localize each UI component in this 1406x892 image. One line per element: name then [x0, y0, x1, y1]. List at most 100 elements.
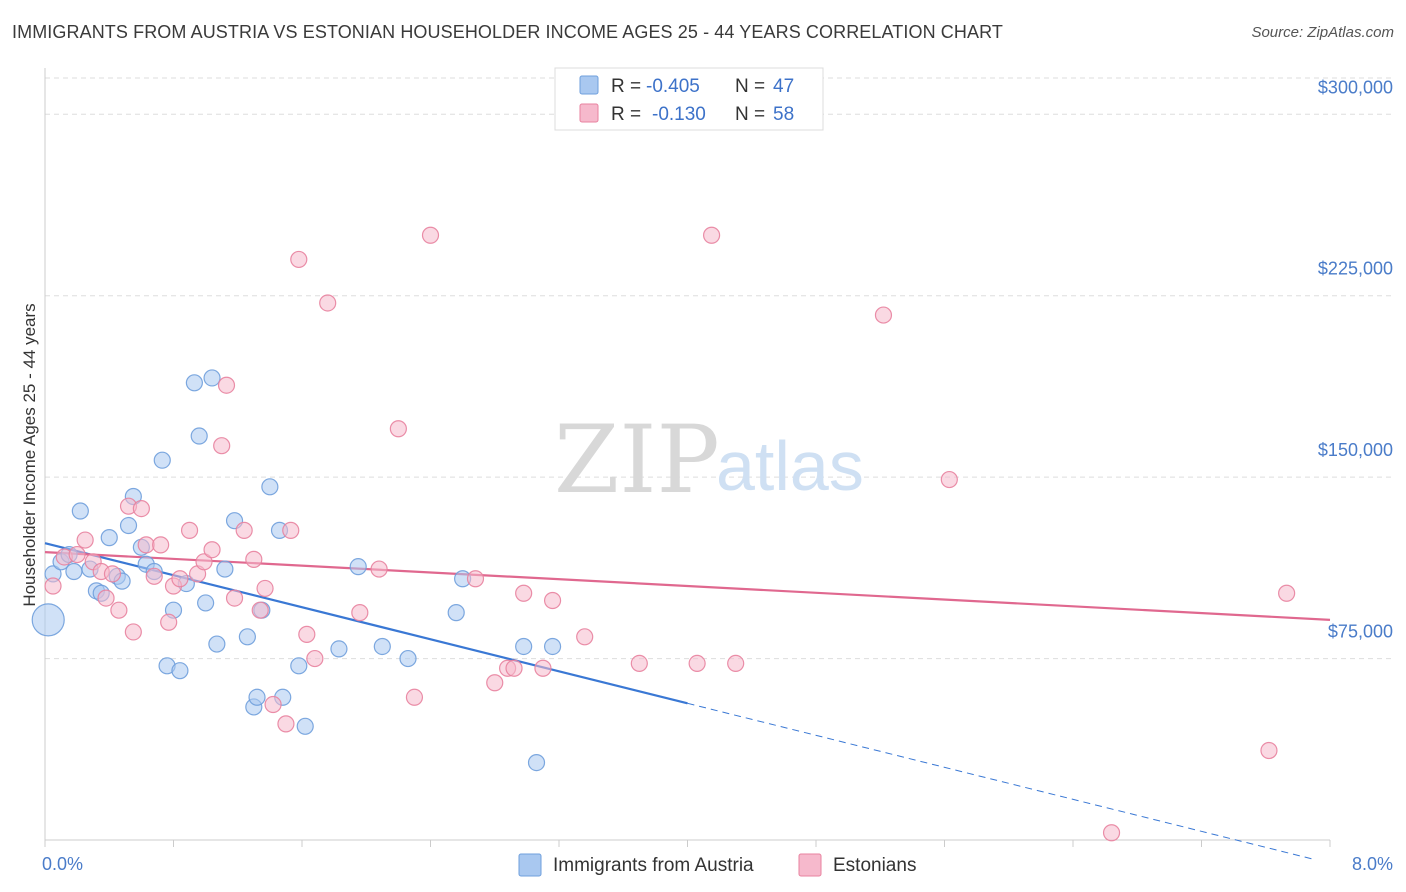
data-point	[235, 521, 253, 539]
data-point	[373, 637, 391, 656]
data-point	[203, 369, 221, 387]
y-tick-label: $225,000	[1318, 259, 1393, 279]
data-point	[44, 577, 62, 595]
x-tick-label-min: 0.0%	[42, 854, 83, 874]
data-point	[351, 604, 369, 622]
data-point	[505, 659, 523, 677]
data-point	[702, 226, 721, 244]
data-point	[213, 437, 231, 455]
data-point	[145, 567, 163, 585]
bottom-legend-swatch-estonians	[798, 853, 822, 877]
legend-r-value-austria: -0.405	[646, 76, 700, 97]
data-point	[349, 558, 367, 576]
data-point	[296, 717, 314, 735]
data-point	[874, 306, 893, 324]
bottom-legend-label-estonians: Estonians	[833, 855, 916, 876]
y-axis-title: Householder Income Ages 25 - 44 years	[20, 303, 39, 606]
data-point	[31, 603, 65, 637]
data-point	[71, 502, 89, 520]
bottom-legend-label-austria: Immigrants from Austria	[553, 855, 754, 876]
data-point	[195, 553, 213, 571]
data-point	[370, 560, 388, 578]
data-point	[515, 637, 533, 656]
data-point	[68, 545, 86, 564]
legend-n-value-austria: 47	[773, 76, 794, 97]
data-point	[298, 625, 316, 643]
legend-box: R = -0.405 N = 47 R = -0.130 N = 58	[554, 67, 824, 131]
grid-lines	[45, 77, 1392, 660]
series-1	[44, 226, 1296, 842]
legend-r-label-estonians: R =	[611, 104, 641, 125]
data-point	[543, 637, 562, 656]
data-point	[103, 565, 122, 583]
watermark: ZIP atlas	[554, 406, 864, 515]
data-point	[190, 427, 208, 445]
bottom-legend-swatch-austria	[518, 853, 542, 877]
data-point	[290, 250, 308, 269]
data-point	[225, 589, 244, 607]
data-point	[197, 594, 215, 612]
data-point	[203, 541, 221, 559]
data-point	[405, 688, 424, 706]
data-point	[576, 628, 594, 646]
data-point	[421, 226, 440, 244]
data-point	[515, 584, 533, 602]
y-tick-label: $300,000	[1318, 77, 1393, 97]
data-point	[248, 688, 266, 706]
data-point	[1278, 584, 1296, 602]
watermark-atlas: atlas	[716, 427, 864, 505]
x-tick-label-max: 8.0%	[1352, 854, 1393, 874]
data-point	[277, 715, 295, 733]
data-point	[261, 478, 279, 496]
chart-source: Source: ZipAtlas.com	[1251, 24, 1394, 41]
legend-swatch-estonians	[579, 103, 599, 123]
data-point	[630, 654, 648, 673]
scatter-points	[31, 226, 1296, 842]
data-point	[330, 640, 348, 658]
data-point	[389, 420, 407, 438]
data-point	[256, 579, 274, 598]
data-point	[152, 536, 170, 554]
legend-n-value-estonians: 58	[773, 104, 794, 125]
data-point	[208, 635, 226, 653]
legend-r-value-estonians: -0.130	[652, 104, 706, 125]
data-point	[1260, 741, 1278, 760]
data-point	[217, 376, 236, 394]
data-point	[940, 470, 958, 489]
data-point	[216, 560, 234, 578]
data-point	[306, 649, 324, 668]
legend-n-label-estonians: N =	[735, 104, 765, 125]
data-point	[100, 529, 118, 547]
chart-title: IMMIGRANTS FROM AUSTRIA VS ESTONIAN HOUS…	[12, 22, 1003, 42]
data-point	[119, 516, 138, 535]
trend-line-austria-extension	[687, 702, 1315, 860]
data-point	[399, 649, 417, 668]
data-point	[319, 294, 337, 312]
data-point	[160, 613, 178, 631]
data-point	[543, 591, 562, 610]
data-point	[251, 601, 269, 619]
data-point	[688, 654, 706, 673]
data-point	[110, 601, 128, 619]
y-tick-label: $150,000	[1318, 440, 1393, 460]
data-point	[1102, 824, 1121, 842]
y-tick-labels: $75,000 $150,000 $225,000 $300,000	[1318, 77, 1393, 641]
data-point	[185, 374, 203, 392]
data-point	[124, 623, 142, 641]
data-point	[238, 628, 256, 646]
legend-n-label-austria: N =	[735, 76, 765, 97]
data-point	[137, 536, 155, 554]
data-point	[97, 589, 115, 607]
watermark-zip: ZIP	[554, 406, 720, 515]
data-point	[171, 662, 189, 680]
trend-line-estonians	[44, 551, 1331, 621]
data-point	[65, 562, 83, 581]
data-point	[180, 521, 199, 539]
data-point	[132, 499, 150, 518]
data-point	[282, 521, 300, 539]
data-point	[153, 451, 171, 469]
bottom-legend: Immigrants from Austria Estonians	[518, 853, 916, 877]
data-point	[171, 570, 189, 588]
data-point	[264, 695, 282, 714]
